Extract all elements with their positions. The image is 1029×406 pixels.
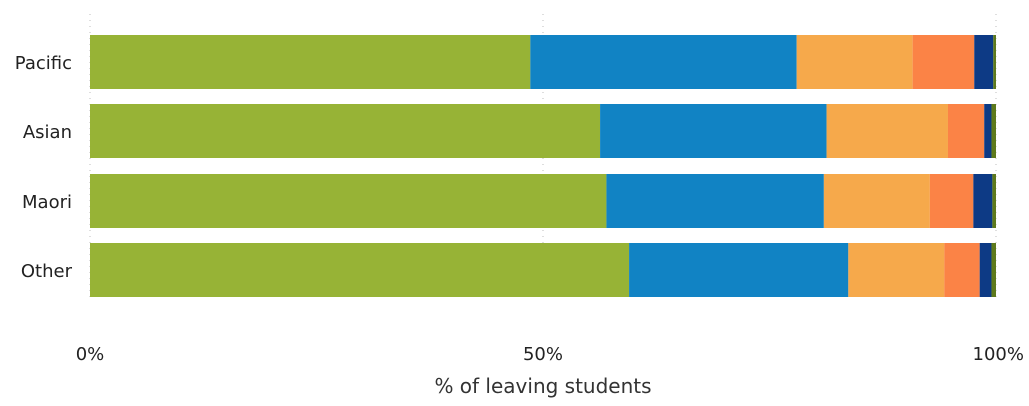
x-tick-label-100pct: 100%	[973, 344, 1024, 365]
bar-group-other	[90, 243, 996, 297]
category-label-asian: Asian	[23, 122, 72, 143]
category-labels: Pacific Asian Maori Other	[15, 53, 73, 282]
bar-segment-other-4[interactable]	[944, 243, 980, 297]
bar-segment-other-6[interactable]	[991, 243, 996, 297]
bar-segment-other-3[interactable]	[848, 243, 945, 297]
bar-segment-asian-6[interactable]	[991, 104, 996, 158]
bar-segment-maori-5[interactable]	[973, 174, 993, 228]
bar-segment-pacific-5[interactable]	[974, 35, 994, 89]
bar-segment-maori-3[interactable]	[823, 174, 930, 228]
bar-segment-asian-5[interactable]	[984, 104, 992, 158]
category-label-other: Other	[21, 261, 73, 282]
bar-group-asian	[90, 104, 996, 158]
bar-segment-pacific-3[interactable]	[796, 35, 913, 89]
bar-segment-other-5[interactable]	[979, 243, 992, 297]
bar-segment-asian-4[interactable]	[947, 104, 985, 158]
x-tick-label-0pct: 0%	[76, 344, 105, 365]
bar-segment-pacific-1[interactable]	[90, 35, 531, 89]
bar-segment-maori-4[interactable]	[929, 174, 974, 228]
bars	[90, 35, 996, 297]
bar-segment-asian-3[interactable]	[826, 104, 948, 158]
category-label-maori: Maori	[22, 192, 72, 213]
bar-segment-maori-2[interactable]	[606, 174, 824, 228]
x-axis-title: % of leaving students	[434, 374, 651, 398]
bar-segment-pacific-4[interactable]	[912, 35, 975, 89]
bar-segment-maori-6[interactable]	[992, 174, 996, 228]
bar-segment-other-1[interactable]	[90, 243, 630, 297]
bar-segment-pacific-6[interactable]	[993, 35, 996, 89]
bar-segment-asian-1[interactable]	[90, 104, 601, 158]
x-tick-labels: 0% 50% 100%	[76, 344, 1024, 365]
bar-segment-maori-1[interactable]	[90, 174, 607, 228]
category-label-pacific: Pacific	[15, 53, 72, 74]
bar-group-maori	[90, 174, 996, 228]
x-tick-label-50pct: 50%	[523, 344, 563, 365]
bar-segment-other-2[interactable]	[629, 243, 849, 297]
bar-group-pacific	[90, 35, 996, 89]
bar-segment-asian-2[interactable]	[600, 104, 827, 158]
bar-segment-pacific-2[interactable]	[530, 35, 797, 89]
